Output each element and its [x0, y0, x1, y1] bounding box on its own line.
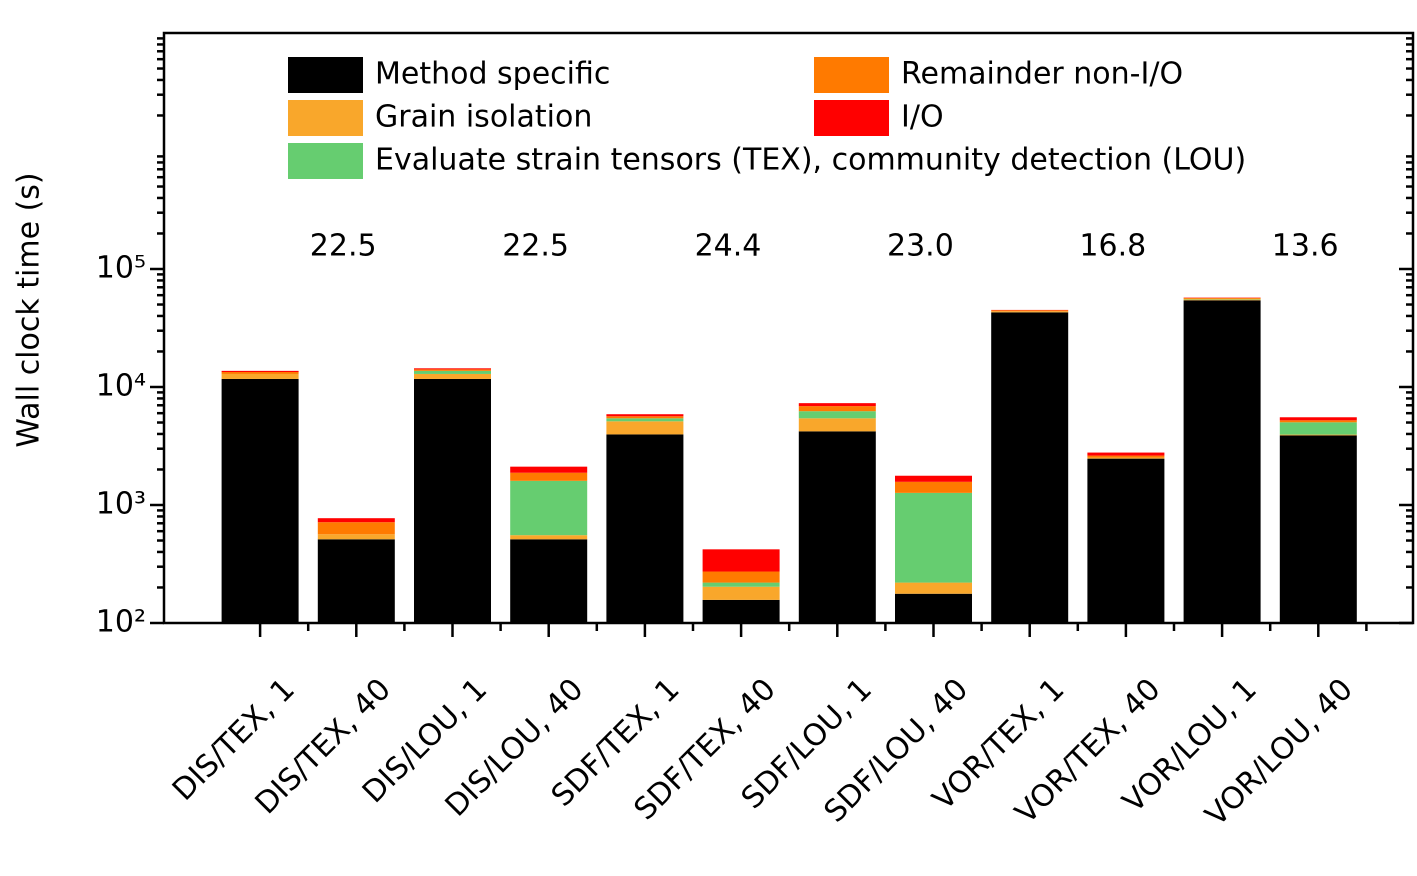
bar-segment — [895, 481, 972, 493]
y-tick-label: 10² — [96, 605, 146, 640]
bar-segment — [414, 368, 491, 370]
bar-segment — [991, 311, 1069, 313]
y-tick-label: 10⁴ — [96, 369, 146, 404]
bar-segment — [414, 369, 491, 371]
annotation: 16.8 — [1079, 229, 1146, 264]
bar-segment — [221, 370, 299, 373]
bar-segment — [606, 414, 684, 417]
bar-segment — [798, 406, 876, 412]
legend-label: Evaluate strain tensors (TEX), community… — [375, 143, 1246, 178]
bar-segment — [510, 472, 588, 481]
bar-segment — [317, 539, 395, 623]
bar-segment — [1087, 455, 1165, 458]
bar-segment — [798, 418, 876, 432]
bar-segment — [702, 586, 780, 600]
annotation: 23.0 — [887, 229, 954, 264]
bar-segment — [510, 535, 588, 540]
bar-segment — [1183, 300, 1261, 623]
bar-segment — [317, 534, 395, 540]
bar-segment — [414, 370, 491, 374]
legend-swatch — [288, 143, 363, 179]
legend-swatch — [288, 57, 363, 93]
legend-label: I/O — [901, 100, 944, 135]
bar-segment — [221, 372, 299, 374]
bar-segment — [510, 480, 588, 536]
annotation: 13.6 — [1272, 229, 1339, 264]
bar-segment — [895, 475, 972, 482]
legend-swatch — [814, 100, 889, 136]
bar-segment — [895, 582, 972, 594]
y-tick-label: 10³ — [96, 487, 146, 522]
bar-segment — [702, 549, 780, 572]
bar-segment — [414, 378, 491, 623]
bar-segment — [702, 599, 780, 623]
annotation: 22.5 — [310, 229, 377, 264]
legend-swatch — [288, 100, 363, 136]
bar-segment — [510, 539, 588, 623]
bar-segment — [1279, 417, 1357, 421]
bar-segment — [798, 403, 876, 407]
legend-swatch — [814, 57, 889, 93]
bar-segment — [1279, 422, 1357, 435]
bar-segment — [798, 411, 876, 419]
bar-segment — [1183, 299, 1261, 301]
bar-segment — [510, 466, 588, 473]
bar-segment — [317, 518, 395, 523]
bar-segment — [1279, 434, 1357, 436]
legend-label: Remainder non-I/O — [901, 57, 1183, 92]
bar-segment — [1279, 435, 1357, 623]
annotation: 22.5 — [502, 229, 569, 264]
bar-segment — [606, 421, 684, 435]
legend-label: Method specific — [375, 57, 610, 92]
bar-segment — [702, 582, 780, 587]
legend-label: Grain isolation — [375, 100, 592, 135]
bar-segment — [1183, 297, 1261, 299]
bar-segment — [1087, 452, 1165, 456]
bar-segment — [606, 434, 684, 623]
bar-segment — [606, 416, 684, 419]
bar-segment — [606, 418, 684, 422]
bar-segment — [1087, 457, 1165, 459]
bar-segment — [895, 492, 972, 583]
bar-segment — [1279, 420, 1357, 423]
y-axis-label: Wall clock time (s) — [12, 172, 47, 447]
bar-segment — [991, 312, 1069, 623]
bar-segment — [895, 593, 972, 623]
bar-segment — [702, 571, 780, 583]
bar-segment — [221, 378, 299, 623]
y-tick-label: 10⁵ — [96, 251, 146, 286]
bar-segment — [317, 522, 395, 535]
bar-segment — [414, 373, 491, 379]
bar-segment — [991, 310, 1069, 312]
bar-segment — [1087, 458, 1165, 623]
annotation: 24.4 — [695, 229, 762, 264]
bar-segment — [798, 431, 876, 623]
bar-segment — [221, 373, 299, 379]
